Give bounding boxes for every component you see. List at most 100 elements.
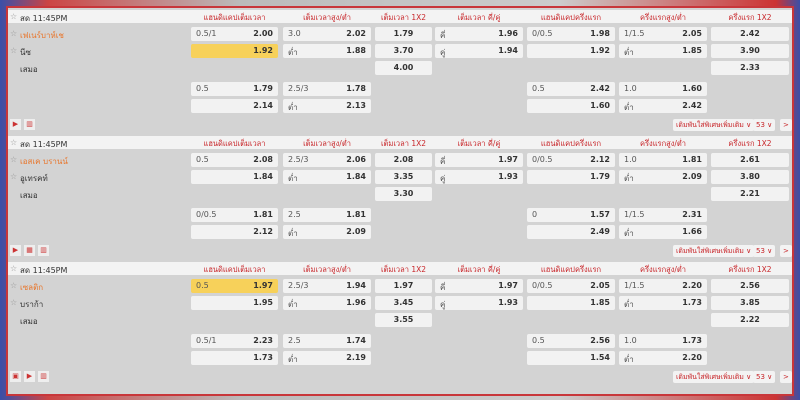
odds-cell[interactable]: 0/0.5 1.81 [191,208,278,222]
favorite-star-icon[interactable]: ☆ [10,298,18,307]
odds-cell[interactable]: ต่ำ 1.73 [619,296,707,310]
odds-cell[interactable]: คี่ 1.96 [435,27,523,41]
odds-cell[interactable]: 3.90 [711,44,789,58]
favorite-star-icon[interactable]: ☆ [10,12,18,21]
odds-cell[interactable]: ต่ำ 2.13 [283,99,371,113]
odds-cell[interactable]: 0/0.5 1.98 [527,27,615,41]
odds-cell[interactable]: คี่ 1.97 [435,279,523,293]
odds-cell[interactable]: คู่ 1.93 [435,170,523,184]
odds-cell[interactable]: 1.92 [527,44,615,58]
odds-cell[interactable]: 3.0 2.02 [283,27,371,41]
odds-cell[interactable]: 0.5 1.79 [191,82,278,96]
odds-cell[interactable]: 2.21 [711,187,789,201]
odds-cell[interactable]: 2.61 [711,153,789,167]
tv-icon[interactable]: ▣ [10,371,21,382]
odds-cell[interactable]: 3.30 [375,187,432,201]
odds-cell[interactable]: 2.5/3 2.06 [283,153,371,167]
stats-icon[interactable]: ▥ [24,119,35,130]
odds-line: คี่ [440,283,446,292]
odds-cell[interactable]: 2.56 [711,279,789,293]
odds-cell[interactable]: 2.14 [191,99,278,113]
odds-cell[interactable]: 2.5/3 1.94 [283,279,371,293]
odds-cell[interactable]: 1.84 [191,170,278,184]
odds-cell[interactable]: 1.60 [527,99,615,113]
odds-cell[interactable]: 1.0 1.73 [619,334,707,348]
more-bets-dropdown[interactable]: เดิมพันใส่พิเศษเพิ่มเติม ∨ [673,371,755,383]
odds-cell[interactable]: ต่ำ 1.85 [619,44,707,58]
odds-cell[interactable]: 2.5/3 1.78 [283,82,371,96]
odds-cell[interactable]: คู่ 1.93 [435,296,523,310]
favorite-star-icon[interactable]: ☆ [10,29,18,38]
favorite-star-icon[interactable]: ☆ [10,264,18,273]
stats-icon[interactable]: ▥ [38,371,49,382]
odds-cell[interactable]: 1.92 [191,44,278,58]
bet-count-dropdown[interactable]: 53 ∨ [753,245,776,257]
odds-cell[interactable]: 1/1.5 2.31 [619,208,707,222]
play-icon[interactable]: ▶ [24,371,35,382]
odds-cell[interactable]: ต่ำ 1.84 [283,170,371,184]
odds-cell[interactable]: 2.33 [711,61,789,75]
odds-cell[interactable]: 0.5/1 2.23 [191,334,278,348]
odds-cell[interactable]: 1.79 [375,27,432,41]
odds-cell[interactable]: 3.80 [711,170,789,184]
favorite-star-icon[interactable]: ☆ [10,138,18,147]
odds-cell[interactable]: 1/1.5 2.20 [619,279,707,293]
odds-cell[interactable]: 0.5 2.56 [527,334,615,348]
odds-cell[interactable]: 0.5/1 2.00 [191,27,278,41]
odds-cell[interactable]: 0.5 2.08 [191,153,278,167]
odds-cell[interactable]: 2.42 [711,27,789,41]
bet-count-dropdown[interactable]: 53 ∨ [753,371,776,383]
odds-cell[interactable]: 2.49 [527,225,615,239]
stats-icon[interactable]: ▥ [38,245,49,256]
odds-cell[interactable]: 1.85 [527,296,615,310]
odds-cell[interactable]: 1/1.5 2.05 [619,27,707,41]
favorite-star-icon[interactable]: ☆ [10,46,18,55]
odds-cell[interactable]: 0/0.5 2.12 [527,153,615,167]
play-icon[interactable]: ▶ [10,119,21,130]
odds-cell[interactable]: 3.35 [375,170,432,184]
odds-cell[interactable]: 3.45 [375,296,432,310]
odds-cell[interactable]: 2.5 1.81 [283,208,371,222]
odds-cell[interactable]: 1.79 [527,170,615,184]
more-bets-dropdown[interactable]: เดิมพันใส่พิเศษเพิ่มเติม ∨ [673,119,755,131]
odds-cell[interactable]: ต่ำ 1.66 [619,225,707,239]
odds-cell[interactable]: 2.12 [191,225,278,239]
bet-count-dropdown[interactable]: 53 ∨ [753,119,776,131]
odds-cell[interactable]: คู่ 1.94 [435,44,523,58]
odds-cell[interactable]: 0.5 1.97 [191,279,278,293]
odds-cell[interactable]: 1.73 [191,351,278,365]
odds-cell[interactable]: 3.70 [375,44,432,58]
odds-cell[interactable]: ต่ำ 2.09 [619,170,707,184]
next-button[interactable]: > [780,371,792,383]
odds-cell[interactable]: 1.95 [191,296,278,310]
odds-cell[interactable]: ต่ำ 2.09 [283,225,371,239]
odds-cell[interactable]: 1.97 [375,279,432,293]
odds-cell[interactable]: 0.5 2.42 [527,82,615,96]
odds-cell[interactable]: ต่ำ 2.42 [619,99,707,113]
odds-cell[interactable]: ต่ำ 2.20 [619,351,707,365]
odds-cell[interactable]: 2.5 1.74 [283,334,371,348]
more-bets-dropdown[interactable]: เดิมพันใส่พิเศษเพิ่มเติม ∨ [673,245,755,257]
favorite-star-icon[interactable]: ☆ [10,155,18,164]
odds-cell[interactable]: 1.0 1.60 [619,82,707,96]
odds-cell[interactable]: ต่ำ 2.19 [283,351,371,365]
next-button[interactable]: > [780,119,792,131]
odds-cell[interactable]: 0/0.5 2.05 [527,279,615,293]
odds-cell[interactable]: 3.85 [711,296,789,310]
odds-cell[interactable]: ต่ำ 1.88 [283,44,371,58]
next-button[interactable]: > [780,245,792,257]
odds-line: คู่ [440,300,446,309]
odds-cell[interactable]: 0 1.57 [527,208,615,222]
favorite-star-icon[interactable]: ☆ [10,172,18,181]
favorite-star-icon[interactable]: ☆ [10,281,18,290]
odds-cell[interactable]: 1.54 [527,351,615,365]
odds-cell[interactable]: 3.55 [375,313,432,327]
odds-cell[interactable]: 2.22 [711,313,789,327]
play-icon[interactable]: ▶ [10,245,21,256]
odds-cell[interactable]: 2.08 [375,153,432,167]
field-icon[interactable]: ▦ [24,245,35,256]
odds-cell[interactable]: 4.00 [375,61,432,75]
odds-cell[interactable]: ต่ำ 1.96 [283,296,371,310]
odds-cell[interactable]: คี่ 1.97 [435,153,523,167]
odds-cell[interactable]: 1.0 1.81 [619,153,707,167]
